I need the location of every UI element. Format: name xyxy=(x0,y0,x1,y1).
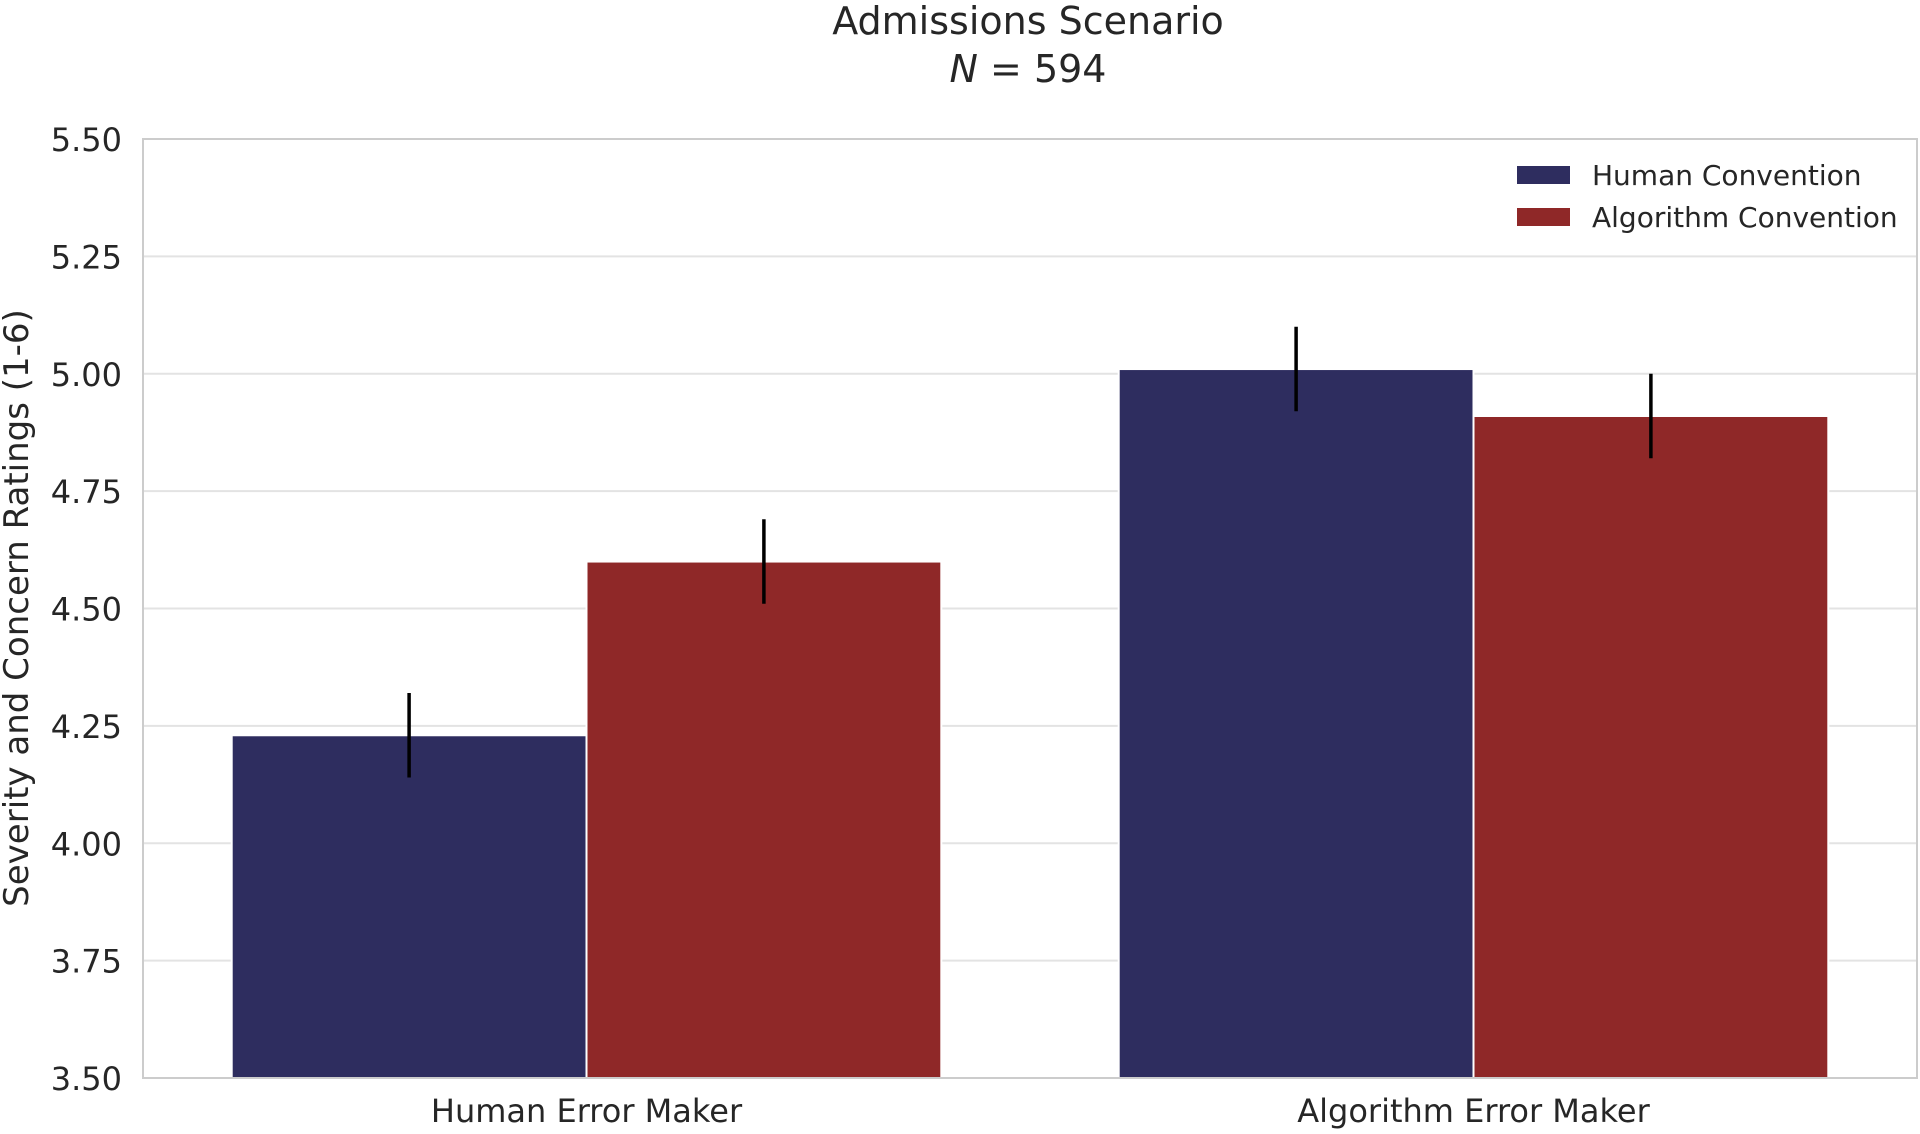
legend-swatch xyxy=(1517,208,1570,226)
y-tick-label: 3.75 xyxy=(51,943,122,981)
y-tick-label: 4.50 xyxy=(51,591,122,629)
y-tick-label: 5.25 xyxy=(51,238,122,276)
bar xyxy=(1472,415,1830,1079)
y-tick-label: 4.00 xyxy=(51,825,122,863)
y-tick-label: 5.50 xyxy=(51,121,122,159)
chart-subtitle: N = 594 xyxy=(950,47,1107,91)
bar xyxy=(230,734,588,1079)
y-tick-label: 4.75 xyxy=(51,473,122,511)
bars xyxy=(230,368,1830,1079)
y-tick-labels: 3.50 3.75 4.00 4.25 4.50 4.75 5.00 5.25 5.50 xyxy=(51,121,122,1098)
y-axis-label: Severity and Concern Ratings (1-6) xyxy=(0,309,37,907)
y-tick-label: 4.25 xyxy=(51,708,122,746)
plot-frame xyxy=(142,138,1918,1079)
legend: Human Convention Algorithm Convention xyxy=(1517,159,1898,234)
x-tick-labels: Human Error Maker Algorithm Error Maker xyxy=(431,1092,1651,1130)
y-tick-label: 3.50 xyxy=(51,1060,122,1098)
subtitle-value: = 594 xyxy=(978,47,1107,91)
y-tick-label: 5.00 xyxy=(51,356,122,394)
subtitle-variable: N xyxy=(950,47,978,91)
legend-swatch xyxy=(1517,166,1570,184)
x-tick-label: Human Error Maker xyxy=(431,1092,743,1130)
bar xyxy=(1117,368,1475,1079)
error-bars xyxy=(407,326,1653,778)
x-tick-label: Algorithm Error Maker xyxy=(1297,1092,1650,1130)
chart-title: Admissions Scenario xyxy=(832,0,1224,43)
legend-label: Algorithm Convention xyxy=(1592,201,1898,234)
legend-label: Human Convention xyxy=(1592,159,1862,192)
bar xyxy=(585,560,943,1079)
